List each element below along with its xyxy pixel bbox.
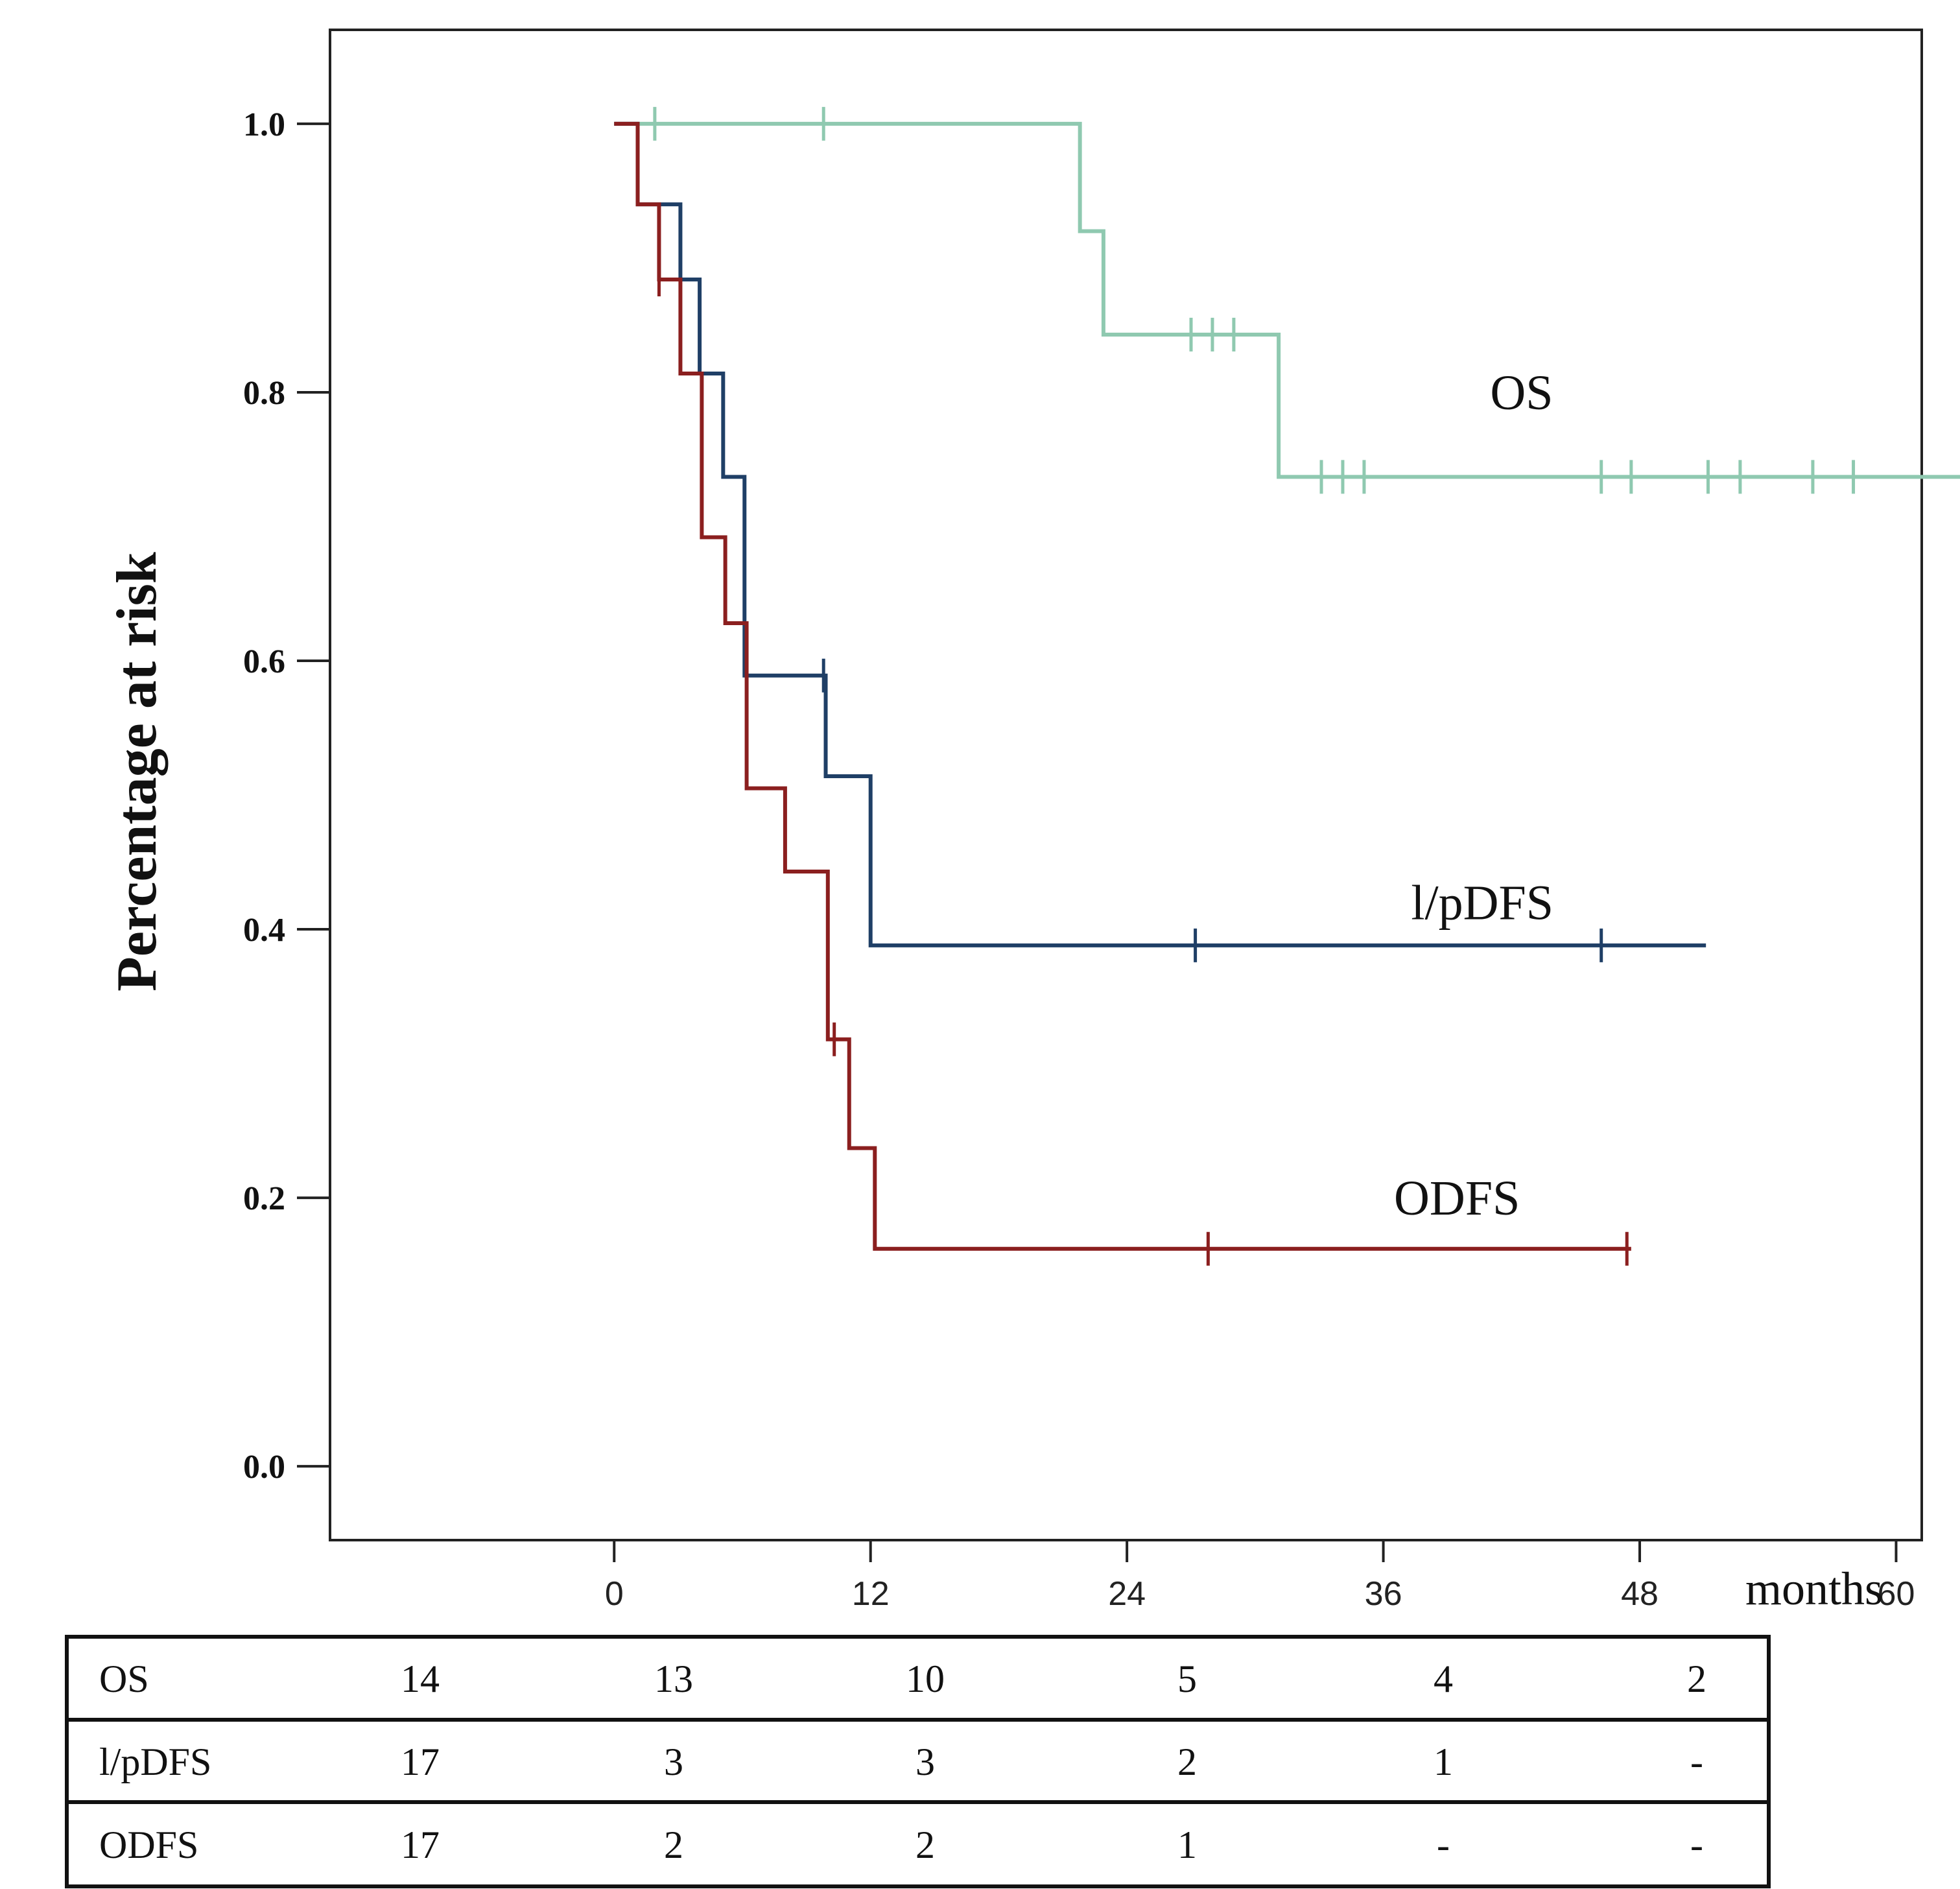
series-label-os: OS [1490,366,1553,420]
risk-cell: 1 [1177,1824,1197,1866]
risk-cell: 2 [664,1824,683,1866]
series-label-odfs: ODFS [1394,1171,1520,1226]
y-tick-label: 0.8 [243,375,285,412]
series-line-odfs [614,121,1631,1251]
series-line-os [614,121,1960,479]
risk-cell: 14 [401,1657,440,1700]
risk-row-label: OS [99,1657,149,1700]
x-tick-label: 48 [1621,1575,1659,1613]
x-tick-label: 12 [852,1575,890,1613]
risk-cell: 3 [664,1740,683,1783]
y-tick-label: 1.0 [243,106,285,143]
risk-table-rows: OS 14 13 10 5 4 2 l/pDFS 17 3 3 2 1 - ODFS 17 2 2 1 - - [99,1657,1706,1866]
series-labels: OS l/pDFS ODFS [1394,366,1553,1226]
series-line-l-pdfs [614,121,1706,947]
risk-cell: 2 [1687,1657,1706,1700]
x-axis: 0 12 24 36 48 60 [605,1540,1915,1613]
risk-cell: 10 [906,1657,945,1700]
risk-cell: 13 [654,1657,693,1700]
x-tick-label: 36 [1365,1575,1402,1613]
risk-cell: 2 [915,1824,935,1866]
y-axis: 0.0 0.2 0.4 0.6 0.8 1.0 [243,106,330,1486]
y-axis-label: Percentage at risk [106,552,169,992]
risk-cell: - [1690,1824,1703,1866]
risk-cell: - [1690,1740,1703,1783]
risk-cell: 17 [401,1740,440,1783]
risk-row-label: ODFS [99,1824,198,1866]
series-label-l-pdfs: l/pDFS [1411,876,1553,931]
x-axis-unit-label: months [1745,1563,1883,1615]
x-tick-label: 24 [1108,1575,1146,1613]
y-tick-label: 0.2 [243,1180,285,1217]
risk-table-border [65,1635,1771,1888]
y-tick-label: 0.6 [243,643,285,680]
plot-frame [329,29,1923,1541]
risk-cell: 17 [401,1824,440,1866]
risk-row-label: l/pDFS [99,1740,211,1783]
risk-cell: 3 [915,1740,935,1783]
risk-cell: 1 [1434,1740,1453,1783]
series-group [614,106,1960,1266]
y-tick-label: 0.0 [243,1449,285,1486]
risk-cell: 2 [1177,1740,1197,1783]
x-tick-label: 60 [1878,1575,1915,1613]
y-tick-label: 0.4 [243,912,285,949]
risk-cell: - [1437,1824,1450,1866]
risk-table: OS 14 13 10 5 4 2 l/pDFS 17 3 3 2 1 - ODFS 17 2 2 1 - - [65,1635,1771,1888]
risk-cell: 5 [1177,1657,1197,1700]
risk-cell: 4 [1434,1657,1453,1700]
x-tick-label: 0 [605,1575,624,1613]
